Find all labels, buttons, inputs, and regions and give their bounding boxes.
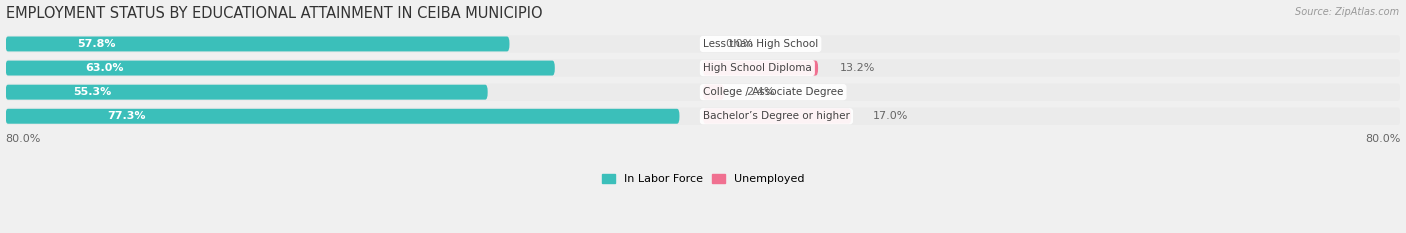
Text: 0.0%: 0.0% — [725, 39, 754, 49]
Text: 57.8%: 57.8% — [77, 39, 115, 49]
Text: Less than High School: Less than High School — [703, 39, 818, 49]
Text: College / Associate Degree: College / Associate Degree — [703, 87, 844, 97]
FancyBboxPatch shape — [6, 37, 509, 51]
Text: 63.0%: 63.0% — [86, 63, 124, 73]
Text: Source: ZipAtlas.com: Source: ZipAtlas.com — [1295, 7, 1399, 17]
FancyBboxPatch shape — [6, 35, 1400, 53]
Text: 80.0%: 80.0% — [1365, 134, 1400, 144]
FancyBboxPatch shape — [6, 108, 1400, 125]
FancyBboxPatch shape — [6, 83, 1400, 101]
Text: 77.3%: 77.3% — [108, 111, 146, 121]
Text: Bachelor’s Degree or higher: Bachelor’s Degree or higher — [703, 111, 849, 121]
Text: 13.2%: 13.2% — [839, 63, 876, 73]
Text: 55.3%: 55.3% — [73, 87, 111, 97]
Text: 2.4%: 2.4% — [745, 87, 775, 97]
FancyBboxPatch shape — [703, 109, 851, 124]
Text: EMPLOYMENT STATUS BY EDUCATIONAL ATTAINMENT IN CEIBA MUNICIPIO: EMPLOYMENT STATUS BY EDUCATIONAL ATTAINM… — [6, 6, 543, 21]
FancyBboxPatch shape — [6, 85, 488, 100]
Text: 80.0%: 80.0% — [6, 134, 41, 144]
Text: High School Diploma: High School Diploma — [703, 63, 811, 73]
Text: 17.0%: 17.0% — [873, 111, 908, 121]
Legend: In Labor Force, Unemployed: In Labor Force, Unemployed — [598, 169, 808, 188]
FancyBboxPatch shape — [6, 109, 679, 124]
FancyBboxPatch shape — [6, 61, 555, 75]
FancyBboxPatch shape — [703, 61, 818, 75]
FancyBboxPatch shape — [703, 85, 724, 100]
FancyBboxPatch shape — [6, 59, 1400, 77]
